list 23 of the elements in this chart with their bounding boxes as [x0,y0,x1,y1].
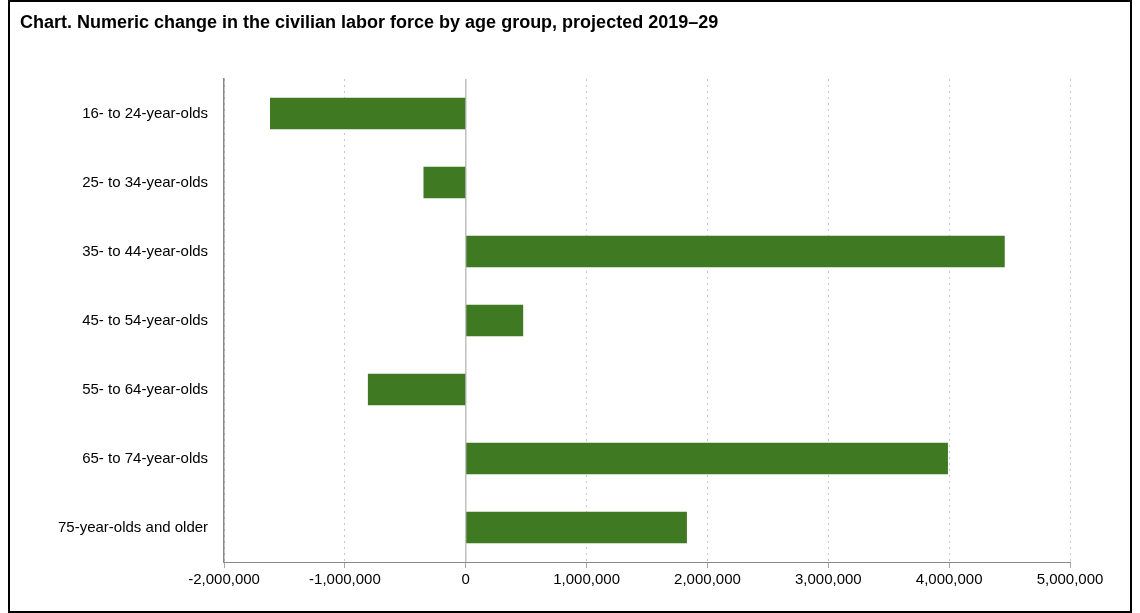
chart-title: Chart. Numeric change in the civilian labor force by age group, projected 2019–29 [20,12,719,33]
y-tick-label: 45- to 54-year-olds [82,310,209,328]
y-tick-label: 25- to 34-year-olds [82,172,209,190]
x-tick-label: 4,000,000 [915,570,983,588]
y-tick-label: 16- to 24-year-olds [82,103,209,121]
x-tick-label: 5,000,000 [1036,570,1104,588]
x-tick-label: 3,000,000 [794,570,862,588]
y-tick-label: 65- to 74-year-olds [82,448,209,466]
bar [423,166,466,199]
bar [466,235,1005,268]
x-tick-label: 1,000,000 [553,570,620,588]
x-tick-label: -1,000,000 [309,570,381,588]
y-tick-label: 75-year-olds and older [57,517,209,535]
bar [466,511,687,544]
y-tick-label: 35- to 44-year-olds [82,241,209,259]
x-tick-label: -2,000,000 [188,570,260,588]
bar [270,97,466,130]
bar [466,304,524,337]
bar [367,373,466,406]
bar [466,442,948,475]
y-tick-label: 55- to 64-year-olds [82,379,209,397]
x-tick-label: 2,000,000 [674,570,741,588]
x-tick-label: 0 [461,570,470,588]
